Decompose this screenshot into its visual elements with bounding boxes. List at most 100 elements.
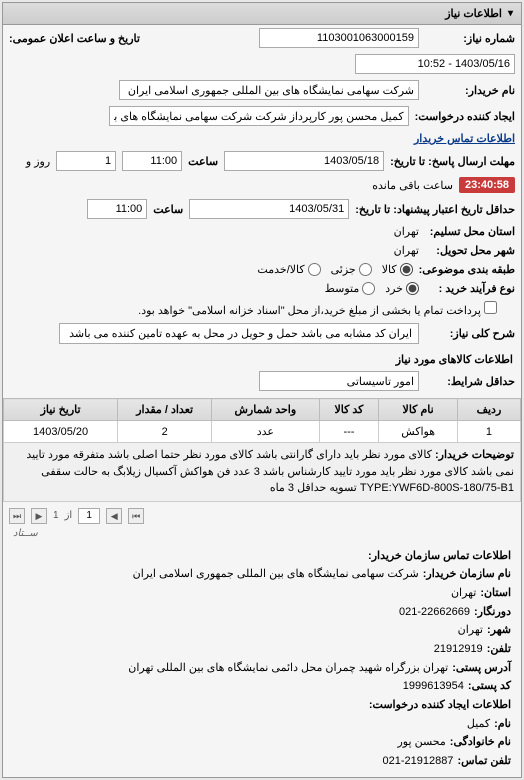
- creator-title: اطلاعات ایجاد کننده درخواست:: [369, 696, 511, 715]
- col-code: کد کالا: [319, 399, 379, 421]
- purchase-radio-medium[interactable]: [362, 282, 375, 295]
- signature: ســتاد: [3, 526, 521, 541]
- pager-next-icon[interactable]: ▶: [31, 508, 47, 524]
- province-label: استان محل تسلیم:: [425, 225, 515, 238]
- packaging-options: کالا جزئی کالا/خدمت: [257, 263, 412, 276]
- contact-phone-label: تلفن تماس:: [457, 752, 511, 771]
- contact-city: تهران: [458, 621, 483, 640]
- row-valid-until: حداقل تاریخ اعتبار پیشنهاد: تا تاریخ: سا…: [3, 196, 521, 222]
- cell-name: هواکش: [379, 421, 457, 443]
- valid-time-field[interactable]: [87, 199, 147, 219]
- valid-time-label: ساعت: [153, 203, 183, 216]
- row-number: شماره نیاز: تاریخ و ساعت اعلان عمومی:: [3, 25, 521, 77]
- panel-title: اطلاعات نیاز: [445, 7, 502, 20]
- contact-addr: تهران بزرگراه شهید چمران محل دائمی نمایش…: [128, 659, 448, 678]
- pager-last-icon[interactable]: ⏭: [9, 508, 25, 524]
- row-summary: شرح کلی نیاز: ایران کد مشابه می باشد حمل…: [3, 320, 521, 347]
- buyer-contact-link[interactable]: اطلاعات تماس خریدار: [414, 132, 515, 145]
- remaining-label: ساعت باقی مانده: [372, 179, 453, 192]
- purchase-radio-small[interactable]: [406, 282, 419, 295]
- packaging-opt-partial[interactable]: جزئی: [331, 263, 372, 276]
- reply-time-field[interactable]: [122, 151, 182, 171]
- purchase-opt-medium[interactable]: متوسط: [325, 282, 376, 295]
- need-number-field[interactable]: [259, 28, 419, 48]
- packaging-label: طبقه بندی موضوعی:: [419, 263, 515, 276]
- need-info-panel: ▾ اطلاعات نیاز شماره نیاز: تاریخ و ساعت …: [2, 2, 522, 778]
- pager: ⏮ ◀ از 1 ▶ ⏭: [3, 506, 521, 526]
- purchase-opt-small[interactable]: خرد: [385, 282, 419, 295]
- packaging-opt-all[interactable]: کالا: [382, 263, 413, 276]
- pager-total: 1: [53, 510, 59, 521]
- contact-prov-label: استان:: [480, 584, 511, 603]
- contact-city-label: شهر:: [487, 621, 511, 640]
- buyer-field[interactable]: [119, 80, 419, 100]
- packaging-radio-partial[interactable]: [359, 263, 372, 276]
- contact-name: کمیل: [467, 715, 490, 734]
- days-label: روز و: [26, 155, 50, 168]
- contact-addr-label: آدرس پستی:: [452, 659, 511, 678]
- treasury-checkbox[interactable]: [484, 301, 497, 314]
- buyer-note-label: توضیحات خریدار:: [435, 447, 514, 464]
- cell-code: ---: [319, 421, 379, 443]
- contact-fax-label: دورنگار:: [474, 603, 511, 622]
- buyer-note-row: توضیحات خریدار: کالای مورد نظر باید دارا…: [4, 443, 521, 502]
- purchase-options: خرد متوسط: [325, 282, 419, 295]
- ship-field[interactable]: [259, 371, 419, 391]
- chevron-down-icon: ▾: [508, 8, 513, 19]
- ship-label: حداقل شرایط:: [425, 375, 515, 388]
- packaging-radio-all[interactable]: [400, 263, 413, 276]
- reply-date-field[interactable]: [224, 151, 384, 171]
- cell-qty: 2: [118, 421, 212, 443]
- countdown-timer: 23:40:58: [459, 177, 515, 193]
- contact-name-label: نام:: [494, 715, 511, 734]
- valid-date-field[interactable]: [189, 199, 349, 219]
- table-row[interactable]: 1 هواکش --- عدد 2 1403/05/20: [4, 421, 521, 443]
- city-label: شهر محل تحویل:: [425, 244, 515, 257]
- contact-tel-label: تلفن:: [487, 640, 511, 659]
- announce-field[interactable]: [355, 54, 515, 74]
- col-row: ردیف: [457, 399, 520, 421]
- row-buyer: نام خریدار:: [3, 77, 521, 103]
- row-province: استان محل تسلیم: تهران: [3, 222, 521, 241]
- items-table: ردیف نام کالا کد کالا واحد شمارش تعداد /…: [3, 398, 521, 502]
- packaging-opt-single[interactable]: کالا/خدمت: [257, 263, 320, 276]
- contact-prov: تهران: [451, 584, 476, 603]
- contact-title: اطلاعات تماس سازمان خریدار:: [368, 547, 511, 566]
- col-qty: تعداد / مقدار: [118, 399, 212, 421]
- items-section-title: اطلاعات کالاهای مورد نیاز: [3, 347, 521, 368]
- cell-unit: عدد: [212, 421, 319, 443]
- panel-header[interactable]: ▾ اطلاعات نیاز: [3, 3, 521, 25]
- row-ship: حداقل شرایط:: [3, 368, 521, 394]
- pager-first-icon[interactable]: ⏮: [128, 508, 144, 524]
- pager-current[interactable]: [78, 508, 100, 524]
- pager-of-label: از: [65, 510, 73, 521]
- contact-tel: 21912919: [434, 640, 483, 659]
- packaging-radio-single[interactable]: [308, 263, 321, 276]
- reply-time-label: ساعت: [188, 155, 218, 168]
- cell-row: 1: [457, 421, 520, 443]
- pager-prev-icon[interactable]: ◀: [106, 508, 122, 524]
- creator-field[interactable]: [109, 106, 409, 126]
- row-creator: ایجاد کننده درخواست: اطلاعات تماس خریدار: [3, 103, 521, 148]
- row-city: شهر محل تحویل: تهران: [3, 241, 521, 260]
- contact-lname: محسن پور: [398, 733, 446, 752]
- creator-label: ایجاد کننده درخواست:: [415, 110, 515, 123]
- valid-until-label: حداقل تاریخ اعتبار پیشنهاد: تا تاریخ:: [355, 203, 515, 216]
- row-purchase-type: نوع فرآیند خرید : خرد متوسط پرداخت تمام …: [3, 279, 521, 320]
- cell-date: 1403/05/20: [4, 421, 118, 443]
- purchase-label: نوع فرآیند خرید :: [425, 282, 515, 295]
- contact-post-label: کد پستی:: [468, 677, 511, 696]
- col-date: تاریخ نیاز: [4, 399, 118, 421]
- contact-org-label: نام سازمان خریدار:: [423, 565, 511, 584]
- table-header-row: ردیف نام کالا کد کالا واحد شمارش تعداد /…: [4, 399, 521, 421]
- summary-text: ایران کد مشابه می باشد حمل و حویل در محل…: [59, 323, 419, 344]
- announce-label: تاریخ و ساعت اعلان عمومی:: [9, 32, 140, 45]
- contact-phone: 021-21912887: [382, 752, 453, 771]
- need-number-label: شماره نیاز:: [425, 32, 515, 45]
- days-remaining-field: [56, 151, 116, 171]
- col-unit: واحد شمارش: [212, 399, 319, 421]
- treasury-note[interactable]: پرداخت تمام یا بخشی از مبلغ خرید،از محل …: [138, 301, 497, 317]
- contact-org: شرکت سهامی نمایشگاه های بین المللی جمهور…: [133, 565, 419, 584]
- summary-label: شرح کلی نیاز:: [425, 327, 515, 340]
- contact-fax: 021-22662669: [399, 603, 470, 622]
